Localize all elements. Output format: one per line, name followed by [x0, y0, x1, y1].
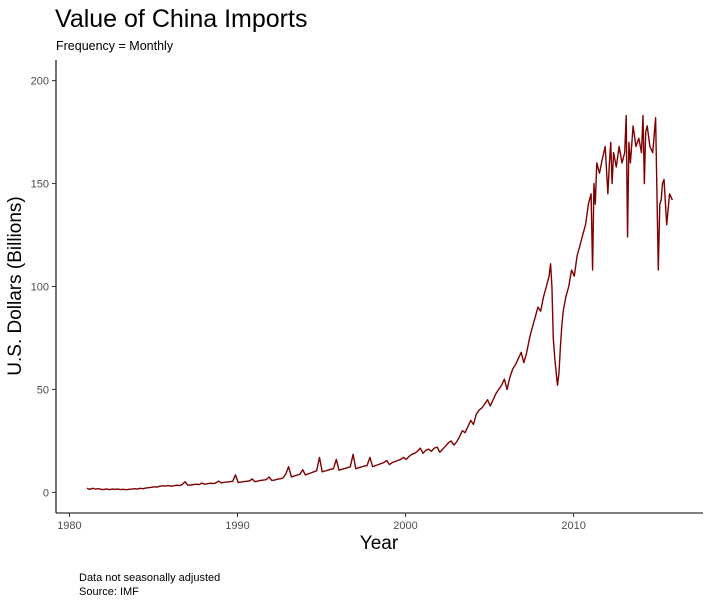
y-axis-title: U.S. Dollars (Billions)	[5, 196, 26, 375]
y-tick-label: 50	[37, 384, 49, 396]
x-tick-label: 1980	[57, 520, 81, 532]
y-tick-label: 100	[31, 282, 49, 294]
chart-subtitle: Frequency = Monthly	[56, 39, 174, 53]
series-layer	[86, 114, 674, 491]
x-tick-label: 1990	[225, 520, 249, 532]
chart-title: Value of China Imports	[55, 5, 307, 33]
x-axis-ticks: 1980 1990 2000 2010	[57, 513, 586, 532]
y-tick-label: 200	[31, 76, 49, 88]
x-axis-title: Year	[360, 533, 399, 554]
x-tick-label: 2000	[393, 520, 417, 532]
x-tick-label: 2010	[561, 520, 585, 532]
plot-area: 0 50 100 150 200 1980 1990 2000 2010	[31, 60, 703, 532]
y-axis-ticks: 0 50 100 150 200	[31, 76, 56, 499]
caption-line-1: Data not seasonally adjusted	[79, 572, 220, 584]
series-line	[86, 114, 674, 491]
y-tick-label: 150	[31, 179, 49, 191]
caption-line-2: Source: IMF	[79, 586, 139, 598]
y-tick-label: 0	[43, 487, 49, 499]
